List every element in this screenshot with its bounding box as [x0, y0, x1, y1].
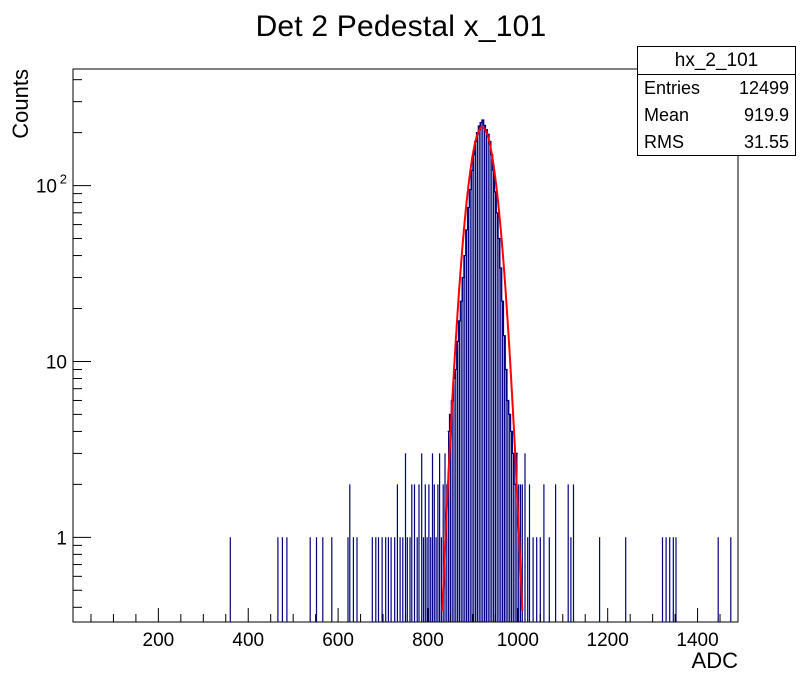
x-tick-label: 200	[143, 630, 175, 651]
stats-histogram-name: hx_2_101	[638, 47, 795, 75]
stats-entries-value: 12499	[738, 78, 789, 98]
stats-mean-label: Mean	[644, 105, 690, 125]
stats-box: hx_2_101 Entries 12499 Mean 919.9 RMS 31…	[637, 46, 796, 156]
histogram-bars	[229, 120, 732, 622]
x-axis-label: ADC	[692, 648, 739, 673]
histogram-envelope	[447, 119, 518, 485]
chart-title: Det 2 Pedestal x_101	[255, 10, 547, 43]
y-tick-label: 10	[36, 177, 57, 198]
y-tick-exponent: 2	[60, 172, 67, 187]
stats-row-mean: Mean 919.9	[638, 102, 795, 129]
stats-rms-label: RMS	[644, 132, 684, 152]
stats-rms-value: 31.55	[743, 132, 789, 152]
y-tick-label: 1	[56, 528, 67, 549]
x-tick-label: 800	[412, 630, 444, 651]
gaussian-fit-curve	[441, 126, 524, 612]
stats-row-rms: RMS 31.55	[638, 129, 795, 156]
stats-mean-value: 919.9	[743, 105, 789, 125]
y-tick-label: 10	[46, 352, 67, 373]
stats-row-entries: Entries 12499	[638, 75, 795, 102]
y-axis-label: Counts	[8, 69, 33, 139]
stats-entries-label: Entries	[644, 78, 701, 98]
x-tick-label: 600	[322, 630, 354, 651]
x-tick-label: 1200	[587, 630, 629, 651]
x-tick-label: 1000	[497, 630, 539, 651]
x-tick-label: 1400	[676, 630, 718, 651]
x-tick-label: 400	[232, 630, 264, 651]
